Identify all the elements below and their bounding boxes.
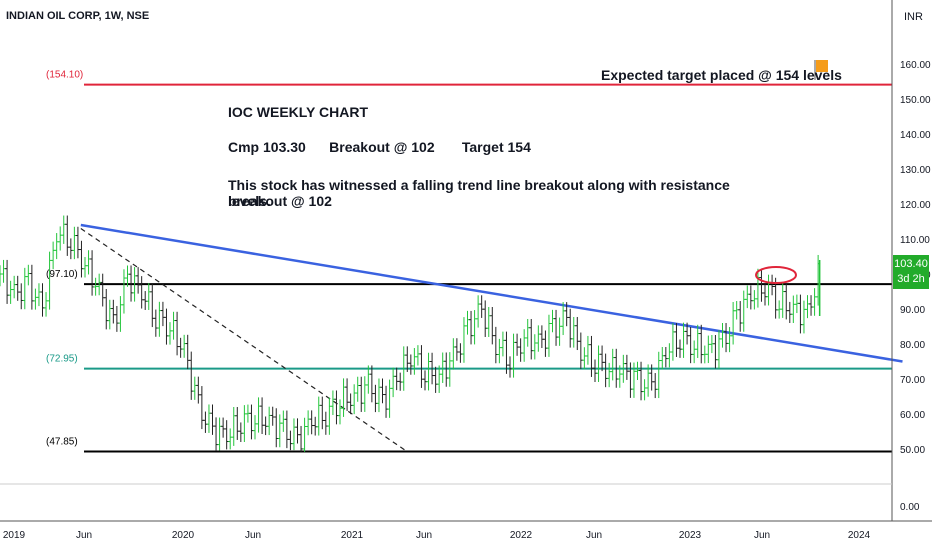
currency-label: INR <box>904 11 923 23</box>
target-note: Expected target placed @ 154 levels <box>601 67 842 83</box>
chart-heading: IOC WEEKLY CHART <box>228 104 369 120</box>
price-tick-1: 150.00 <box>900 95 931 106</box>
description-line-1: This stock has witnessed a falling trend… <box>228 177 730 209</box>
level-label-2: (72.95) <box>46 354 78 365</box>
dashed-support <box>80 228 408 452</box>
last-price-badge: 103.40 3d 2h <box>893 255 929 289</box>
description-line-2: levels. <box>228 193 271 209</box>
time-tick-3: Jun <box>245 530 261 541</box>
price-tick-4: 120.00 <box>900 200 931 211</box>
price-tick-5: 110.00 <box>900 235 930 246</box>
price-tick-9: 70.00 <box>900 375 925 386</box>
time-tick-4: 2021 <box>341 530 364 541</box>
time-tick-6: 2022 <box>510 530 533 541</box>
time-tick-5: Jun <box>416 530 432 541</box>
price-tick-8: 80.00 <box>900 340 925 351</box>
price-axis-ticks: 160.00150.00140.00130.00120.00110.00100.… <box>900 60 931 513</box>
time-tick-2: 2020 <box>172 530 195 541</box>
time-tick-9: Jun <box>754 530 770 541</box>
price-tick-2: 140.00 <box>900 130 931 141</box>
time-tick-0: 2019 <box>3 530 26 541</box>
time-axis-ticks: 2019 Jun 2020 Jun 2021 Jun 2022 Jun 2023 Jun 2024 <box>3 530 871 541</box>
price-tick-11: 50.00 <box>900 445 925 456</box>
price-tick-3: 130.00 <box>900 165 931 176</box>
horizontal-levels: (154.10) (97.10) (72.95) (47.85) <box>46 70 892 453</box>
time-tick-10: 2024 <box>848 530 871 541</box>
time-tick-7: Jun <box>586 530 602 541</box>
trendlines <box>80 223 903 452</box>
time-tick-8: 2023 <box>679 530 702 541</box>
price-tick-7: 90.00 <box>900 305 925 316</box>
target-flag-icon <box>814 60 828 80</box>
symbol-title: INDIAN OIL CORP, 1W, NSE <box>6 10 150 22</box>
price-bars <box>0 215 821 452</box>
bar-countdown: 3d 2h <box>897 273 925 285</box>
levels-note: Cmp 103.30 Breakout @ 102 Target 154 <box>228 139 531 155</box>
level-label-0: (154.10) <box>46 70 83 81</box>
falling-trendline <box>80 223 903 363</box>
breakout-circle <box>755 266 797 284</box>
time-tick-1: Jun <box>76 530 92 541</box>
price-tick-10: 60.00 <box>900 410 925 421</box>
last-price: 103.40 <box>894 258 928 270</box>
price-tick-12: 0.00 <box>900 502 920 513</box>
level-label-3: (47.85) <box>46 436 78 447</box>
price-tick-0: 160.00 <box>900 60 931 71</box>
level-label-1: (97.10) <box>46 269 78 280</box>
